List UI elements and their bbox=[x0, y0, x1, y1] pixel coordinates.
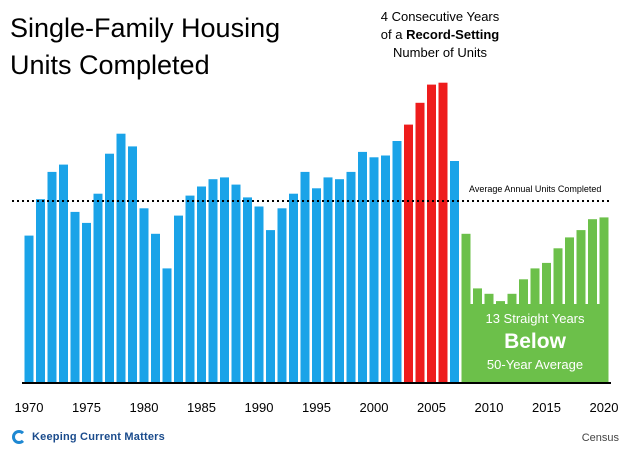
bar-1988 bbox=[231, 184, 241, 383]
bar-1972 bbox=[47, 171, 57, 383]
bar-1979 bbox=[128, 146, 137, 383]
logo-circle-icon bbox=[12, 430, 26, 444]
bar-1986 bbox=[208, 179, 218, 383]
bar-1998 bbox=[346, 171, 356, 383]
record-annotation-line3: Number of Units bbox=[393, 45, 487, 60]
bar-1970 bbox=[24, 235, 34, 383]
bar-1999 bbox=[358, 151, 367, 383]
bar-2006 bbox=[438, 82, 448, 383]
bar-2002 bbox=[392, 141, 402, 383]
bar-2001 bbox=[381, 155, 390, 383]
bar-2019 bbox=[588, 219, 597, 383]
x-tick-label-2000: 2000 bbox=[360, 400, 389, 415]
bar-2004 bbox=[415, 102, 425, 384]
brand-logo-text: Keeping Current Matters bbox=[32, 431, 165, 443]
bar-1992 bbox=[277, 208, 287, 383]
source-label: Census bbox=[581, 432, 619, 444]
chart-title-line2: Units Completed bbox=[10, 50, 210, 80]
bar-1997 bbox=[335, 179, 344, 383]
x-tick-label-1990: 1990 bbox=[245, 400, 274, 415]
below-annotation-line2: Below bbox=[504, 330, 566, 353]
below-annotation-line3: 50-Year Average bbox=[486, 357, 584, 372]
bar-1983 bbox=[174, 215, 183, 383]
bar-1975 bbox=[82, 222, 91, 383]
chart-title-line1: Single-Family Housing bbox=[10, 13, 281, 43]
x-tick-label-2015: 2015 bbox=[532, 400, 561, 415]
bar-2020 bbox=[599, 217, 609, 383]
bar-1981 bbox=[151, 233, 160, 383]
record-annotation: 4 Consecutive Years of a Record-Setting … bbox=[345, 8, 535, 62]
bar-2007 bbox=[450, 161, 459, 383]
bar-1989 bbox=[243, 197, 252, 383]
bar-1971 bbox=[36, 199, 45, 383]
bar-2005 bbox=[427, 84, 436, 383]
bar-1994 bbox=[300, 171, 310, 383]
x-tick-label-1995: 1995 bbox=[302, 400, 331, 415]
bar-1980 bbox=[139, 208, 149, 383]
record-annotation-line1: 4 Consecutive Years bbox=[380, 9, 500, 24]
x-tick-label-1980: 1980 bbox=[130, 400, 159, 415]
bar-2000 bbox=[369, 157, 379, 383]
below-average-block bbox=[461, 304, 609, 383]
bar-1996 bbox=[323, 177, 333, 383]
record-annotation-line2: of a Record-Setting bbox=[345, 26, 535, 44]
below-average-annotation: 13 Straight Years Below 50-Year Average bbox=[462, 310, 608, 374]
average-label: Average Annual Units Completed bbox=[469, 184, 601, 194]
x-tick-label-2020: 2020 bbox=[590, 400, 619, 415]
chart-title: Single-Family Housing Units Completed bbox=[10, 10, 280, 84]
x-tick-label-2010: 2010 bbox=[475, 400, 504, 415]
x-tick-label-1970: 1970 bbox=[15, 400, 44, 415]
bar-1987 bbox=[220, 177, 229, 383]
bar-1993 bbox=[289, 193, 298, 383]
x-tick-label-1975: 1975 bbox=[72, 400, 101, 415]
bar-1977 bbox=[105, 153, 114, 383]
bar-1978 bbox=[116, 133, 126, 383]
bar-1995 bbox=[312, 188, 321, 383]
bar-1976 bbox=[93, 193, 103, 383]
below-annotation-line1: 13 Straight Years bbox=[485, 311, 585, 326]
x-tick-label-1985: 1985 bbox=[187, 400, 216, 415]
bar-1984 bbox=[185, 195, 195, 383]
bar-1990 bbox=[254, 206, 264, 383]
record-annotation-prefix: of a bbox=[380, 27, 407, 42]
bar-1991 bbox=[266, 230, 275, 383]
bar-2003 bbox=[404, 124, 413, 383]
brand-logo: Keeping Current Matters bbox=[12, 430, 165, 444]
bar-1982 bbox=[162, 268, 172, 383]
x-tick-label-2005: 2005 bbox=[417, 400, 446, 415]
bar-1974 bbox=[70, 211, 80, 383]
record-annotation-bold: Record-Setting bbox=[406, 27, 500, 42]
bar-1985 bbox=[197, 186, 206, 383]
bar-1973 bbox=[59, 164, 68, 383]
